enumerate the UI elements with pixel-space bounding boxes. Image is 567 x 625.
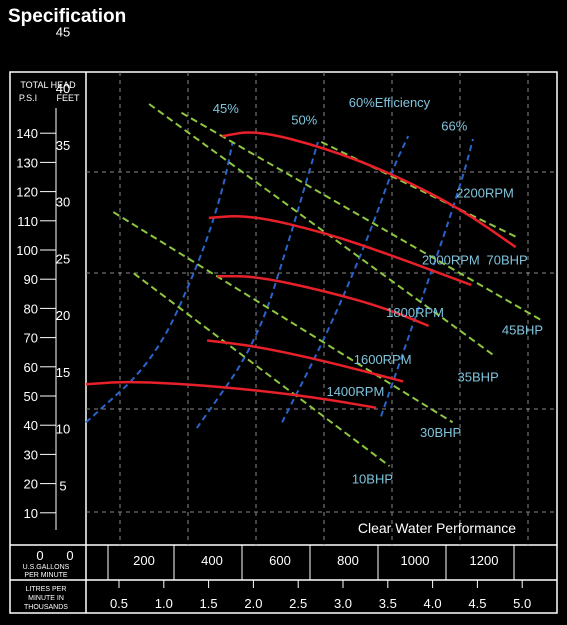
feet-tick-label: 5 (59, 478, 66, 493)
efficiency-label: 60%Efficiency (349, 95, 431, 110)
gallons-tick-label: 200 (133, 553, 155, 568)
gallons-tick-label: 400 (201, 553, 223, 568)
feet-tick-label: 35 (56, 138, 70, 153)
psi-tick-label: 110 (17, 214, 38, 229)
feet-tick-label: 25 (56, 251, 70, 266)
psi-tick-label: 10 (24, 506, 38, 521)
chart-title: Clear Water Performance (358, 520, 516, 536)
litres-tick-label: 0.5 (110, 596, 128, 611)
bhp-label: 70BHP (487, 253, 528, 268)
psi-tick-label: 70 (24, 331, 38, 346)
gallons-tick-label: 600 (269, 553, 291, 568)
rpm-curve-2 (217, 275, 430, 328)
litres-label-line2: MINUTE IN (28, 595, 64, 602)
psi-tick-label: 130 (16, 155, 38, 170)
chart-frame (9, 71, 558, 614)
page-title: Specification (8, 6, 127, 27)
gallons-tick-label: 1200 (470, 553, 499, 568)
feet-zero-label: 0 (66, 548, 73, 563)
rpm-label: 1600RPM (354, 352, 412, 367)
psi-tick-label: 40 (24, 418, 38, 433)
efficiency-label: 66% (441, 118, 467, 133)
rpm-label: 2200RPM (456, 185, 514, 200)
psi-tick-label: 120 (16, 185, 38, 200)
bhp-label: 30BHP (420, 425, 461, 440)
efficiency-label: 45% (213, 101, 239, 116)
litres-label-line3: THOUSANDS (24, 604, 68, 611)
gallons-label-line2: PER MINUTE (24, 572, 68, 579)
rpm-curve-0 (85, 380, 377, 409)
psi-zero-label: 0 (36, 548, 43, 563)
gallons-label-line1: U.S.GALLONS (23, 564, 70, 571)
rpm-label: 1400RPM (326, 384, 384, 399)
litres-tick-label: 4.0 (424, 596, 442, 611)
bhp-label: 35BHP (458, 369, 499, 384)
y-axis-label-feet: FEET (56, 93, 80, 103)
psi-tick-label: 90 (24, 272, 38, 287)
bhp-label: 10BHP (352, 472, 393, 487)
litres-label-line1: LITRES PER (26, 586, 67, 593)
litres-tick-label: 1.0 (155, 596, 173, 611)
gallons-tick-label: 800 (337, 553, 359, 568)
efficiency-line-0 (85, 141, 234, 424)
psi-tick-label: 140 (16, 126, 38, 141)
feet-tick-label: 15 (56, 365, 70, 380)
litres-tick-label: 1.5 (200, 596, 218, 611)
litres-tick-label: 3.0 (334, 596, 352, 611)
psi-tick-label: 50 (24, 389, 38, 404)
psi-tick-label: 30 (24, 447, 38, 462)
bhp-line-2 (148, 103, 495, 356)
bhp-line-3 (180, 111, 542, 321)
rpm-label: 1800RPM (386, 305, 444, 320)
litres-tick-label: 2.5 (289, 596, 307, 611)
feet-tick-label: 20 (56, 308, 70, 323)
feet-tick-label: 10 (56, 422, 70, 437)
gallons-tick-label: 1000 (401, 553, 430, 568)
efficiency-line-3 (380, 138, 474, 417)
rpm-label: 2000RPM (422, 253, 480, 268)
efficiency-line-2 (281, 135, 410, 423)
litres-tick-label: 3.5 (379, 596, 397, 611)
feet-tick-label: 45 (56, 24, 70, 39)
rpm-curve-3 (208, 214, 472, 287)
feet-tick-label: 40 (56, 81, 70, 96)
rpm-curve-1 (206, 339, 404, 383)
litres-tick-label: 5.0 (513, 596, 531, 611)
y-axis-label-psi: P.S.I (19, 93, 37, 103)
rpm-curve-4 (222, 131, 517, 249)
bhp-line-1 (112, 211, 454, 424)
psi-tick-label: 80 (24, 301, 38, 316)
psi-tick-label: 60 (24, 360, 38, 375)
y-axis-label-line1: TOTAL HEAD (20, 80, 76, 90)
feet-tick-label: 30 (56, 195, 70, 210)
bhp-label: 45BHP (502, 323, 543, 338)
efficiency-label: 50% (291, 112, 317, 127)
bhp-line-0 (133, 272, 391, 467)
litres-tick-label: 4.5 (468, 596, 486, 611)
psi-tick-label: 20 (24, 477, 38, 492)
litres-tick-label: 2.0 (244, 596, 262, 611)
efficiency-line-1 (195, 141, 319, 429)
psi-tick-label: 100 (16, 243, 38, 258)
